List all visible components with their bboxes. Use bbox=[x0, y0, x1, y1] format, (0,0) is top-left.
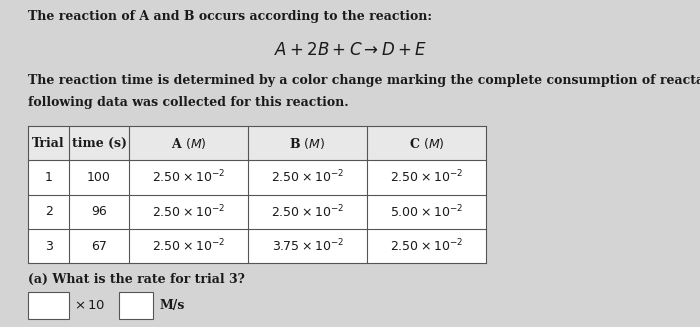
Text: following data was collected for this reaction.: following data was collected for this re… bbox=[28, 96, 349, 110]
Text: A $(M)$: A $(M)$ bbox=[171, 136, 206, 150]
Bar bbox=[28, 292, 69, 319]
Text: time (s): time (s) bbox=[71, 137, 127, 149]
Text: 3: 3 bbox=[45, 240, 52, 252]
Text: $2.50 \times 10^{-2}$: $2.50 \times 10^{-2}$ bbox=[271, 203, 344, 220]
Bar bbox=[28, 126, 486, 263]
Text: The reaction of A and B occurs according to the reaction:: The reaction of A and B occurs according… bbox=[28, 10, 432, 23]
Text: 96: 96 bbox=[91, 205, 107, 218]
Bar bbox=[119, 292, 153, 319]
Text: $2.50 \times 10^{-2}$: $2.50 \times 10^{-2}$ bbox=[391, 238, 463, 254]
Text: $A + 2B + C \rightarrow D + E$: $A + 2B + C \rightarrow D + E$ bbox=[274, 41, 426, 59]
Text: $2.50 \times 10^{-2}$: $2.50 \times 10^{-2}$ bbox=[152, 238, 225, 254]
Text: Trial: Trial bbox=[32, 137, 65, 149]
Text: 1: 1 bbox=[45, 171, 52, 184]
Text: $2.50 \times 10^{-2}$: $2.50 \times 10^{-2}$ bbox=[152, 169, 225, 186]
Text: B $(M)$: B $(M)$ bbox=[290, 136, 326, 150]
Bar bbox=[28, 126, 486, 160]
Text: 67: 67 bbox=[91, 240, 107, 252]
Text: $5.00 \times 10^{-2}$: $5.00 \times 10^{-2}$ bbox=[391, 203, 463, 220]
Text: $2.50 \times 10^{-2}$: $2.50 \times 10^{-2}$ bbox=[152, 203, 225, 220]
Text: M/s: M/s bbox=[160, 299, 185, 312]
Text: The reaction time is determined by a color change marking the complete consumpti: The reaction time is determined by a col… bbox=[28, 74, 700, 87]
Text: (a) What is the rate for trial 3?: (a) What is the rate for trial 3? bbox=[28, 273, 245, 286]
Text: C $(M)$: C $(M)$ bbox=[409, 136, 444, 150]
Text: $2.50 \times 10^{-2}$: $2.50 \times 10^{-2}$ bbox=[271, 169, 344, 186]
Text: $\times\,10$: $\times\,10$ bbox=[74, 299, 106, 312]
Text: $2.50 \times 10^{-2}$: $2.50 \times 10^{-2}$ bbox=[391, 169, 463, 186]
Text: $3.75 \times 10^{-2}$: $3.75 \times 10^{-2}$ bbox=[272, 238, 344, 254]
Text: 2: 2 bbox=[45, 205, 52, 218]
Text: 100: 100 bbox=[87, 171, 111, 184]
